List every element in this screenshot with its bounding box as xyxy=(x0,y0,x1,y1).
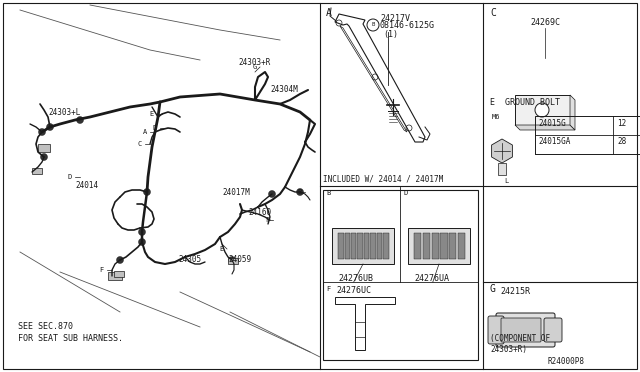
Polygon shape xyxy=(492,139,513,163)
Text: A: A xyxy=(143,129,147,135)
Text: 24014: 24014 xyxy=(75,181,98,190)
Bar xyxy=(344,233,350,259)
Polygon shape xyxy=(515,125,575,130)
Text: 24215R: 24215R xyxy=(500,287,530,296)
Text: 12: 12 xyxy=(617,119,627,128)
Text: M6: M6 xyxy=(492,114,500,120)
Text: R24000P8: R24000P8 xyxy=(548,357,585,366)
Circle shape xyxy=(269,190,275,198)
Circle shape xyxy=(535,103,549,117)
Text: B: B xyxy=(298,189,302,195)
Text: 24017M: 24017M xyxy=(222,188,250,197)
Text: E: E xyxy=(220,246,224,252)
Text: C: C xyxy=(490,8,496,18)
Circle shape xyxy=(77,116,83,124)
Text: 24269C: 24269C xyxy=(530,18,560,27)
Bar xyxy=(32,168,42,174)
Bar xyxy=(535,116,640,154)
Text: 24303+R): 24303+R) xyxy=(490,345,527,354)
Text: F: F xyxy=(100,267,104,273)
Text: 24276UB: 24276UB xyxy=(338,274,373,283)
Bar xyxy=(228,258,238,264)
Bar xyxy=(338,233,344,259)
Text: D: D xyxy=(404,190,408,196)
Text: 08146-6125G: 08146-6125G xyxy=(380,20,435,29)
FancyBboxPatch shape xyxy=(501,318,541,342)
Text: D: D xyxy=(68,174,72,180)
Text: 24303+R: 24303+R xyxy=(238,58,270,67)
Text: F: F xyxy=(326,286,330,292)
Bar xyxy=(332,228,394,264)
Text: (COMPONENT OF: (COMPONENT OF xyxy=(490,334,550,343)
Bar xyxy=(38,144,50,152)
Bar xyxy=(423,233,430,259)
Bar xyxy=(408,228,470,264)
Bar xyxy=(458,233,465,259)
Polygon shape xyxy=(515,95,570,125)
Text: FOR SEAT SUB HARNESS.: FOR SEAT SUB HARNESS. xyxy=(18,334,123,343)
Bar xyxy=(114,271,124,277)
Circle shape xyxy=(228,257,236,263)
Text: INCLUDED W/ 24014 / 24017M: INCLUDED W/ 24014 / 24017M xyxy=(323,174,444,183)
FancyBboxPatch shape xyxy=(496,313,555,347)
Polygon shape xyxy=(570,95,575,130)
Text: E  GROUND BOLT: E GROUND BOLT xyxy=(490,98,560,107)
Text: E: E xyxy=(150,111,154,117)
Text: (1): (1) xyxy=(383,31,398,39)
Bar xyxy=(377,233,382,259)
Text: SEE SEC.870: SEE SEC.870 xyxy=(18,322,73,331)
Bar xyxy=(414,233,421,259)
Text: D: D xyxy=(153,125,157,131)
Bar xyxy=(358,233,363,259)
Text: B: B xyxy=(371,22,374,28)
Text: 24276UA: 24276UA xyxy=(414,274,449,283)
Text: C: C xyxy=(138,141,142,147)
Bar xyxy=(371,233,376,259)
Bar xyxy=(351,233,356,259)
Text: L: L xyxy=(504,178,508,184)
Text: G: G xyxy=(490,284,496,294)
Circle shape xyxy=(38,128,45,135)
Circle shape xyxy=(143,189,150,196)
Text: 24305: 24305 xyxy=(178,255,201,264)
Circle shape xyxy=(296,189,303,196)
Circle shape xyxy=(116,257,124,263)
Text: 24303+L: 24303+L xyxy=(48,108,81,117)
Text: 24276UC: 24276UC xyxy=(336,286,371,295)
Circle shape xyxy=(138,238,145,246)
Text: B: B xyxy=(326,190,330,196)
Bar xyxy=(108,272,122,280)
FancyBboxPatch shape xyxy=(488,316,504,344)
Circle shape xyxy=(40,154,47,160)
Text: 24217V: 24217V xyxy=(380,14,410,23)
Text: 24015G: 24015G xyxy=(538,119,566,128)
Text: 24059: 24059 xyxy=(228,255,251,264)
Text: 24304M: 24304M xyxy=(270,85,298,94)
Bar xyxy=(449,233,456,259)
Bar xyxy=(383,233,388,259)
Text: 24015GA: 24015GA xyxy=(538,137,570,146)
Text: A: A xyxy=(326,8,332,18)
Text: G: G xyxy=(253,64,257,70)
Bar xyxy=(364,233,369,259)
Text: F: F xyxy=(266,217,270,223)
Bar xyxy=(440,233,447,259)
FancyBboxPatch shape xyxy=(544,318,562,342)
Bar xyxy=(498,163,506,175)
Text: 28: 28 xyxy=(617,137,627,146)
Text: 24160: 24160 xyxy=(248,208,271,217)
Bar xyxy=(323,190,478,360)
Circle shape xyxy=(47,124,54,131)
Bar xyxy=(431,233,439,259)
Circle shape xyxy=(138,228,145,235)
